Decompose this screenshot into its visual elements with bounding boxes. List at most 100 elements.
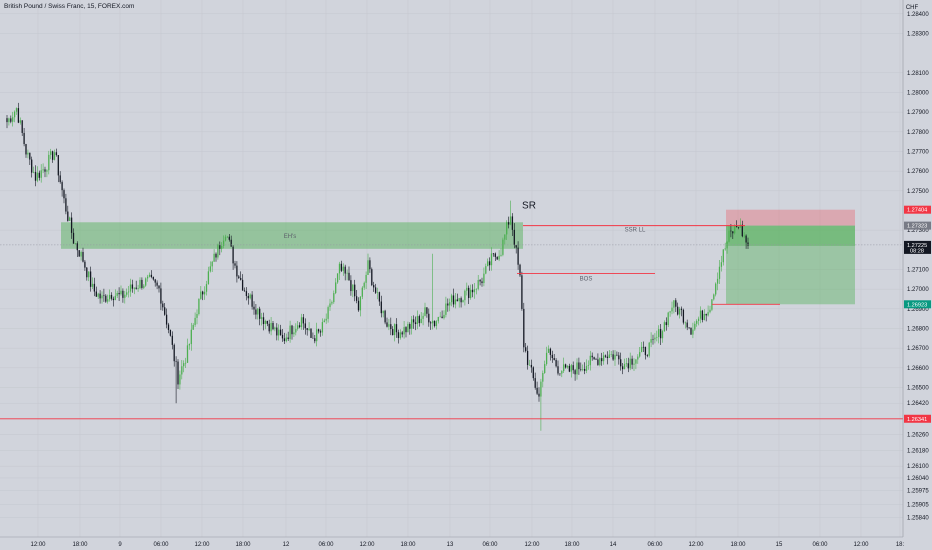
candle-body (692, 329, 694, 335)
candle-body (428, 313, 430, 323)
candle-body (325, 318, 327, 321)
x-tick-label: 12:00 (359, 542, 375, 548)
candle-body (13, 111, 16, 118)
candle-body (61, 182, 63, 191)
candle-body (131, 284, 134, 289)
candle-body (604, 355, 607, 357)
candle-body (338, 263, 341, 274)
y-tick-label: 1.26420 (907, 401, 929, 407)
candle-body (564, 364, 567, 368)
price-badge-label: 1.27323 (907, 224, 927, 230)
candle-body (183, 363, 185, 367)
candle-body (289, 325, 291, 340)
candle-body (737, 227, 740, 228)
candle-body (335, 282, 337, 294)
candle-body (215, 253, 217, 258)
candle-body (650, 338, 652, 343)
candle-body (228, 236, 230, 240)
candle-body (222, 240, 225, 246)
y-tick-label: 1.28300 (907, 31, 929, 37)
candle-body (530, 364, 533, 368)
take-profit-zone (726, 225, 855, 305)
candle-body (720, 262, 723, 267)
candle-body (492, 253, 495, 255)
price-badge (904, 300, 931, 309)
candle-body (715, 283, 717, 295)
candle-body (241, 279, 244, 291)
candle-body (152, 276, 154, 280)
candle-body (718, 266, 721, 279)
candle-body (371, 269, 373, 286)
candle-body (217, 244, 219, 258)
candle-body (348, 272, 350, 281)
candle-body (312, 337, 314, 339)
candle-body (612, 354, 614, 360)
candle-body (240, 278, 242, 280)
candle-body (716, 278, 719, 284)
candle-body (310, 328, 312, 338)
candle-body (129, 284, 132, 292)
candle-body (186, 345, 189, 363)
candle-body (103, 295, 105, 297)
candle-body (373, 285, 375, 288)
candle-body (355, 296, 358, 301)
candle-body (243, 290, 246, 292)
candle-body (424, 307, 426, 316)
candle-body (589, 355, 591, 366)
candle-body (51, 151, 54, 160)
candle-body (69, 217, 71, 221)
candle-body (139, 279, 141, 289)
candle-body (416, 316, 419, 325)
zones (61, 209, 855, 305)
candle-body (76, 243, 78, 251)
candle-body (426, 307, 428, 314)
candle-body (401, 332, 403, 335)
candle-body (409, 324, 411, 329)
candle-body (711, 299, 713, 310)
candle-body (8, 118, 10, 123)
y-tick-label: 1.26900 (907, 307, 929, 313)
candle-body (452, 295, 455, 305)
candle-body (112, 298, 115, 301)
candle-body (234, 263, 236, 266)
candle-body (38, 172, 40, 178)
candle-body (255, 309, 257, 315)
candle-body (599, 358, 601, 365)
candle-body (65, 198, 67, 212)
candle-body (688, 327, 690, 328)
candle-body (496, 256, 498, 260)
candle-body (397, 332, 400, 339)
candle-body (532, 367, 534, 379)
candle-body (167, 324, 170, 330)
candle-body (133, 287, 135, 289)
candle-body (135, 287, 137, 289)
candle-body (654, 337, 656, 340)
x-tick-label: 18:00 (235, 542, 251, 548)
level-lines (0, 225, 903, 420)
candle-body (684, 322, 686, 324)
x-tick-label: 12:00 (194, 542, 210, 548)
candle-body (559, 373, 561, 375)
candle-body (388, 324, 390, 327)
candle-body (283, 338, 286, 342)
x-tick-label: 18: (896, 542, 905, 548)
x-tick-label: 18:00 (72, 542, 88, 548)
candle-body (473, 289, 476, 293)
candle-body (177, 361, 179, 385)
candle-body (515, 245, 517, 248)
candle-body (279, 329, 282, 335)
candle-body (44, 169, 46, 172)
candle-body (709, 309, 711, 313)
candle-body (319, 331, 322, 333)
candle-body (597, 359, 599, 365)
candle-body (701, 310, 704, 320)
candle-body (414, 322, 417, 325)
y-tick-label: 1.27000 (907, 287, 929, 293)
price-badge (904, 205, 931, 214)
price-badge-countdown: 08:28 (910, 248, 924, 254)
candle-body (346, 272, 348, 274)
candle-body (270, 322, 272, 332)
candle-body (468, 287, 470, 298)
candle-body (268, 323, 270, 332)
candle-body (469, 289, 472, 298)
